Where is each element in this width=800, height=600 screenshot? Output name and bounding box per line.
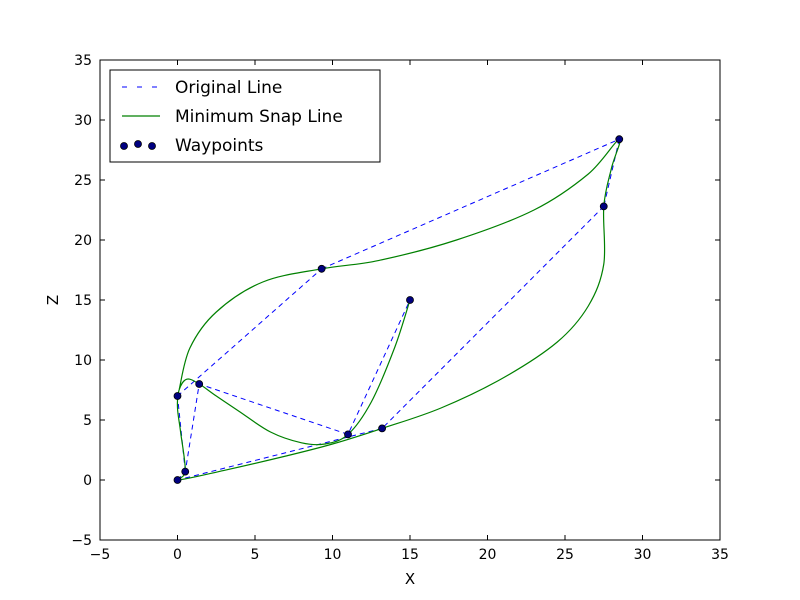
waypoint (599, 202, 608, 211)
y-tick-label: 25 (74, 173, 92, 189)
y-tick-label: −5 (71, 533, 92, 549)
waypoint (173, 476, 182, 484)
y-tick-label: 20 (74, 233, 92, 249)
x-tick-label: 30 (634, 547, 652, 563)
original-line-segment (321, 138, 620, 270)
y-tick-label: 35 (74, 53, 92, 69)
legend-label: Waypoints (175, 136, 264, 156)
x-tick-label: 25 (556, 547, 574, 563)
original-line-segment (177, 427, 383, 481)
waypoint (173, 392, 182, 400)
legend-label: Minimum Snap Line (175, 107, 343, 127)
minimum-snap-line (175, 138, 621, 481)
legend-waypoint-swatch (148, 142, 156, 150)
y-axis-label: Z (44, 295, 62, 305)
x-axis-label: X (405, 570, 415, 588)
waypoint (344, 430, 352, 439)
x-tick-label: −5 (90, 547, 111, 563)
waypoint (317, 264, 326, 273)
x-tick-label: 15 (401, 547, 419, 563)
y-tick-label: 15 (74, 293, 92, 309)
x-tick-label: 0 (173, 547, 182, 563)
waypoint (181, 467, 190, 476)
legend-waypoint-swatch (134, 140, 142, 148)
x-tick-label: 10 (324, 547, 342, 563)
y-tick-label: 30 (74, 113, 92, 129)
waypoint (615, 135, 624, 144)
y-tick-label: 0 (83, 473, 92, 489)
y-tick-label: 10 (74, 353, 92, 369)
waypoint (195, 380, 204, 388)
legend-label: Original Line (175, 78, 282, 98)
y-tick-label: 5 (83, 413, 92, 429)
legend-waypoint-swatch (120, 142, 128, 150)
original-line-segment (381, 206, 605, 429)
x-tick-label: 35 (711, 547, 729, 563)
x-tick-label: 20 (479, 547, 497, 563)
legend: Original Line Minimum Snap Line Waypoints (109, 69, 381, 163)
waypoint (406, 296, 414, 304)
x-tick-label: 5 (251, 547, 260, 563)
waypoint (378, 424, 387, 433)
ticks-layer: −5 0 5 10 15 20 25 30 35 −5 0 5 10 15 20 25 30 35 (71, 53, 729, 563)
series-layer (173, 135, 624, 484)
